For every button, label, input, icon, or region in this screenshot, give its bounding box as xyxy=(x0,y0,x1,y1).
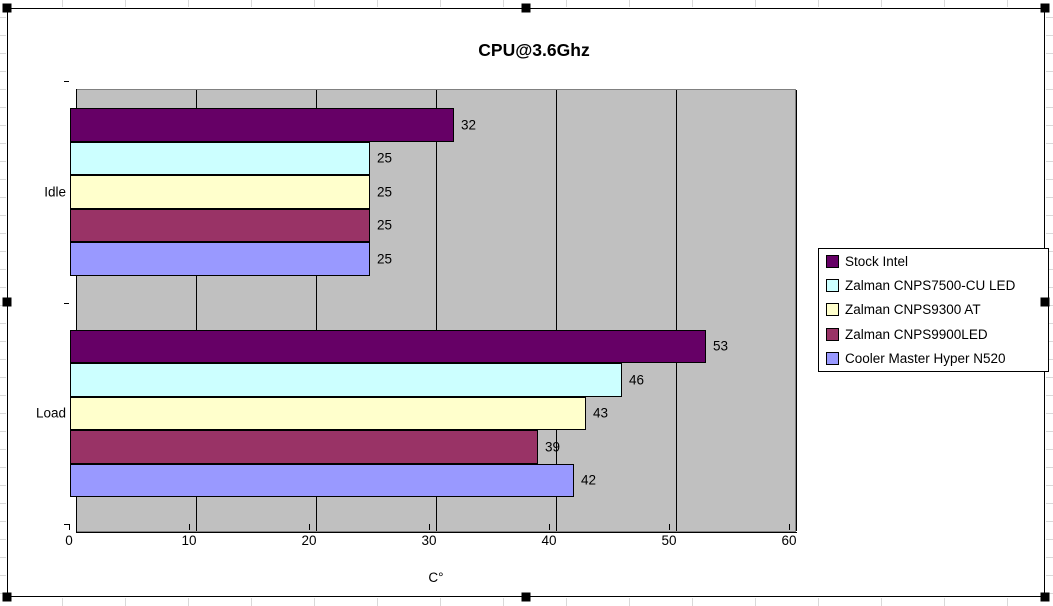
x-axis-tick xyxy=(429,524,430,530)
gridline-x-50 xyxy=(676,90,677,531)
legend-swatch-icon xyxy=(826,279,839,293)
bar-idle-1 xyxy=(70,108,454,142)
legend-swatch-icon xyxy=(826,254,839,268)
legend-item-5: Cooler Master Hyper N520 xyxy=(826,347,1048,371)
bar-value-label: 43 xyxy=(593,405,609,421)
legend-item-4: Zalman CNPS9900LED xyxy=(826,322,1048,346)
bar-idle-2 xyxy=(70,141,370,175)
selection-handle-bottom-right[interactable] xyxy=(1040,592,1050,602)
x-axis-tick xyxy=(549,524,550,530)
category-axis-line xyxy=(76,89,77,533)
selection-handle-bottom-center[interactable] xyxy=(521,592,531,602)
value-axis-title: C° xyxy=(428,570,444,585)
category-axis-tick xyxy=(64,81,69,82)
selection-handle-bottom-left[interactable] xyxy=(2,592,12,602)
bar-value-label: 25 xyxy=(377,150,393,166)
selection-handle-middle-right[interactable] xyxy=(1040,297,1050,307)
x-axis-tick xyxy=(189,524,190,530)
x-axis-tick-label: 30 xyxy=(421,533,437,548)
value-axis-line xyxy=(76,532,797,533)
bar-value-label: 46 xyxy=(629,372,645,388)
bar-value-label: 32 xyxy=(461,117,477,133)
legend-label: Stock Intel xyxy=(845,253,909,269)
gridline-x-20 xyxy=(316,90,317,531)
bar-idle-5 xyxy=(70,242,370,276)
category-label-idle: Idle xyxy=(44,184,66,200)
legend-item-2: Zalman CNPS7500-CU LED xyxy=(826,273,1048,297)
category-label-load: Load xyxy=(35,405,66,421)
selection-handle-middle-left[interactable] xyxy=(2,297,12,307)
chart-title: CPU@3.6Ghz xyxy=(478,40,590,60)
bar-idle-4 xyxy=(70,208,370,242)
gridline-x-30 xyxy=(436,90,437,531)
legend-item-1: Stock Intel xyxy=(826,249,1048,273)
legend-swatch-icon xyxy=(826,303,839,317)
selection-handle-top-left[interactable] xyxy=(2,3,12,13)
gridline-x-10 xyxy=(196,90,197,531)
legend-label: Zalman CNPS7500-CU LED xyxy=(845,278,1016,294)
bar-value-label: 53 xyxy=(713,338,729,354)
x-axis-tick-label: 60 xyxy=(781,533,797,548)
selection-handle-top-right[interactable] xyxy=(1040,3,1050,13)
x-axis-tick xyxy=(309,524,310,530)
x-axis-tick-label: 0 xyxy=(65,533,73,548)
bar-load-3 xyxy=(70,396,586,430)
bar-load-2 xyxy=(70,363,622,397)
gridline-x-40 xyxy=(556,90,557,531)
bar-value-label: 25 xyxy=(377,217,393,233)
bar-load-4 xyxy=(70,430,538,464)
x-axis-tick-label: 20 xyxy=(301,533,317,548)
bar-value-label: 25 xyxy=(377,184,393,200)
legend-label: Zalman CNPS9900LED xyxy=(845,326,988,342)
x-axis-tick-label: 40 xyxy=(541,533,557,548)
x-axis-tick-label: 50 xyxy=(661,533,677,548)
x-axis-tick-label: 10 xyxy=(181,533,197,548)
bar-idle-3 xyxy=(70,175,370,209)
bar-value-label: 42 xyxy=(581,472,597,488)
legend-label: Cooler Master Hyper N520 xyxy=(845,351,1006,367)
legend-swatch-icon xyxy=(826,352,839,366)
legend: Stock Intel Zalman CNPS7500-CU LED Zalman … xyxy=(818,248,1049,372)
chart-object[interactable]: CPU@3.6Ghz 32 25 25 25 25 53 46 43 39 42 0 10 20 30 4… xyxy=(7,8,1049,597)
gridline-x-60 xyxy=(796,90,797,531)
legend-swatch-icon xyxy=(826,327,839,341)
category-axis-tick xyxy=(64,303,69,304)
x-axis-tick xyxy=(789,524,790,530)
bar-load-5 xyxy=(70,463,574,497)
legend-item-3: Zalman CNPS9300 AT xyxy=(826,298,1048,322)
x-axis-tick xyxy=(69,524,70,530)
legend-label: Zalman CNPS9300 AT xyxy=(845,302,981,318)
x-axis-tick xyxy=(669,524,670,530)
bar-value-label: 39 xyxy=(545,439,561,455)
bar-load-1 xyxy=(70,329,706,363)
selection-handle-top-center[interactable] xyxy=(521,3,531,13)
bar-value-label: 25 xyxy=(377,251,393,267)
category-axis-tick xyxy=(64,524,69,525)
